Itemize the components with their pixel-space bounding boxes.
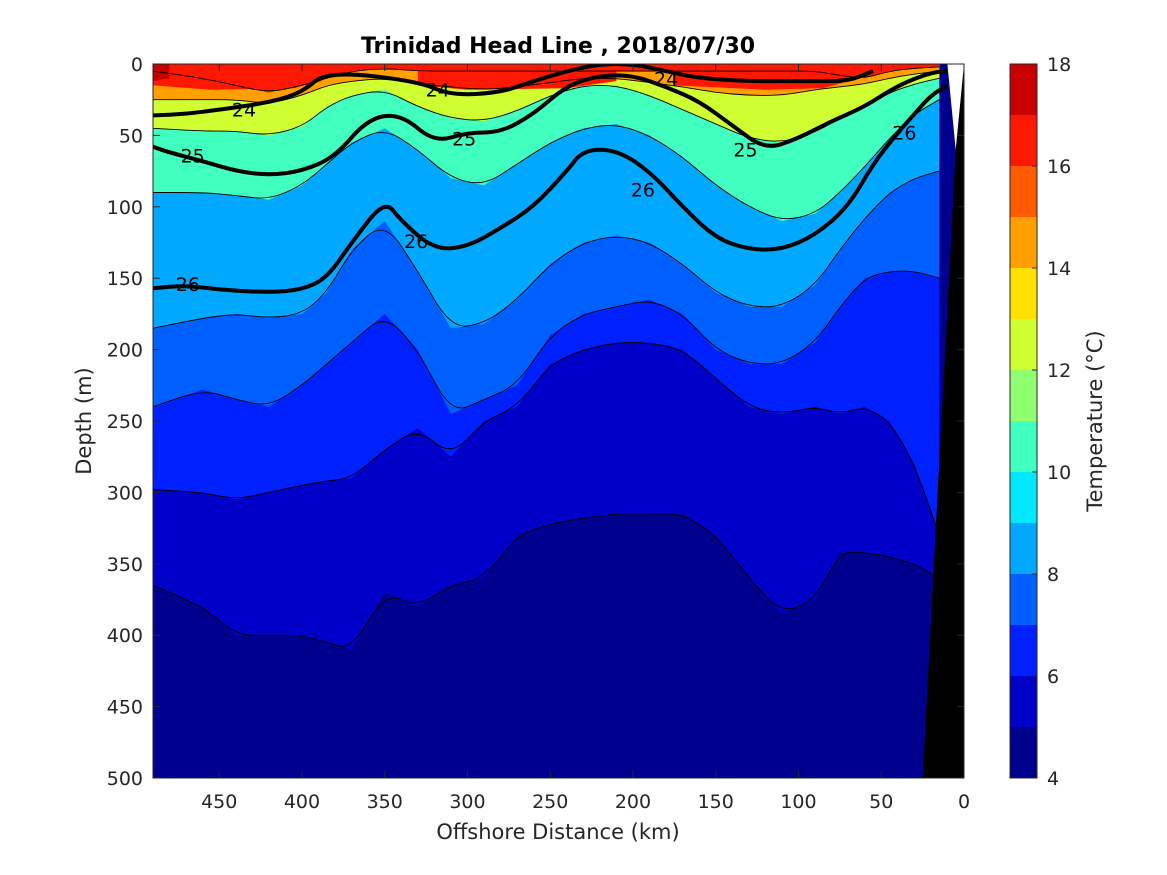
colorbar-segment <box>1010 268 1037 319</box>
warm-core-1 <box>153 64 322 90</box>
x-tick-label: 300 <box>449 791 485 813</box>
colorbar-segment <box>1010 472 1037 523</box>
y-tick-label: 250 <box>107 411 143 433</box>
contour-label: 26 <box>892 123 916 145</box>
x-tick-label: 450 <box>201 791 237 813</box>
y-tick-label: 50 <box>119 125 143 147</box>
colorbar-tick-label: 14 <box>1047 258 1071 280</box>
colorbar-ticks: 4 6 8 10 12 14 16 18 <box>1032 54 1071 790</box>
isotherm-6 <box>153 342 940 536</box>
contour-label: 24 <box>232 100 256 122</box>
contour-label-gap <box>891 123 917 143</box>
y-tick-label: 300 <box>107 482 143 504</box>
contour-label-gap <box>231 100 257 120</box>
y-tick-label: 150 <box>107 268 143 290</box>
x-tick-label: 200 <box>615 791 651 813</box>
bathymetry-shelf <box>922 64 964 778</box>
contour-label: 26 <box>176 274 200 296</box>
colorbar-tick-label: 8 <box>1047 564 1059 586</box>
contour-label-gap <box>175 274 201 294</box>
contour-label: 26 <box>404 231 428 253</box>
colorbar-segment <box>1010 676 1037 727</box>
isotherm-14 <box>153 70 940 103</box>
colorbar-segment <box>1010 166 1037 217</box>
density-contour-24 <box>153 64 874 118</box>
contour-label: 26 <box>631 180 655 202</box>
isotherm-7 <box>153 270 940 409</box>
contour-label-gap <box>180 145 206 165</box>
density-contour-26 <box>153 83 949 294</box>
colorbar-tick-label: 4 <box>1047 768 1059 790</box>
contour-label: 25 <box>181 145 205 167</box>
y-tick-label: 200 <box>107 340 143 362</box>
contour-labels: 24 24 24 25 25 25 26 26 26 26 <box>175 68 917 296</box>
density-contour-25 <box>153 69 948 177</box>
warm-core-3 <box>674 64 849 90</box>
colorbar-segment <box>1010 64 1037 115</box>
colorbar-label: Temperature (°C) <box>1083 330 1107 512</box>
isotherm-16 <box>153 66 940 92</box>
colorbar-segment <box>1010 217 1037 268</box>
colorbar-segment <box>1010 574 1037 625</box>
contour-label: 24 <box>654 68 678 90</box>
x-tick-label: 50 <box>869 791 893 813</box>
x-axis-ticks: 450 400 350 300 250 200 150 100 50 0 <box>201 64 970 813</box>
chart-title: Trinidad Head Line , 2018/07/30 <box>361 34 755 59</box>
seafloor <box>922 64 964 778</box>
contour-label-gap <box>653 68 679 88</box>
x-axis-label: Offshore Distance (km) <box>436 820 679 844</box>
colorbar-frame <box>1009 63 1038 779</box>
contour-label-gap <box>451 128 477 148</box>
colorbar-segment <box>1010 727 1037 778</box>
isotherm-10 <box>153 99 940 220</box>
colorbar-segment <box>1010 115 1037 166</box>
x-tick-label: 350 <box>367 791 403 813</box>
x-tick-label: 250 <box>532 791 568 813</box>
isotherm-8 <box>153 170 940 329</box>
contour-label: 25 <box>452 128 476 150</box>
density-contours <box>153 64 949 294</box>
y-tick-label: 500 <box>107 768 143 790</box>
x-tick-label: 150 <box>698 791 734 813</box>
contour-label: 25 <box>733 140 757 162</box>
colorbar-segment <box>1010 319 1037 370</box>
y-axis-ticks: 0 50 100 150 200 250 300 350 400 450 500 <box>107 54 964 790</box>
colorbar-segment <box>1010 421 1037 472</box>
contour-label-gap <box>403 231 429 251</box>
colorbar-tick-label: 12 <box>1047 360 1071 382</box>
colorbar-tick-label: 18 <box>1047 54 1071 76</box>
colorbar <box>1010 64 1037 778</box>
contour-label-gap <box>425 80 451 100</box>
colorbar-tick-label: 6 <box>1047 666 1059 688</box>
colorbar-segment <box>1010 523 1037 574</box>
contour-label: 24 <box>426 80 450 102</box>
plot-body: 24 24 24 25 25 25 26 26 26 26 <box>153 64 964 778</box>
colorbar-tick-label: 10 <box>1047 462 1071 484</box>
colorbar-segment <box>1010 625 1037 676</box>
x-tick-label: 100 <box>780 791 816 813</box>
y-tick-label: 0 <box>131 54 143 76</box>
colorbar-segment <box>1010 370 1037 421</box>
temperature-fills <box>153 64 964 778</box>
y-tick-label: 350 <box>107 554 143 576</box>
isotherm-5 <box>153 513 940 647</box>
contour-label-gap <box>733 140 759 160</box>
x-tick-label: 400 <box>284 791 320 813</box>
no-data-gap <box>947 64 964 150</box>
contour-label-gap <box>630 180 656 200</box>
y-tick-label: 100 <box>107 197 143 219</box>
colorbar-tick-label: 16 <box>1047 156 1071 178</box>
y-tick-label: 400 <box>107 625 143 647</box>
x-tick-label: 0 <box>958 791 970 813</box>
y-tick-label: 450 <box>107 697 143 719</box>
y-axis-label: Depth (m) <box>72 367 96 474</box>
